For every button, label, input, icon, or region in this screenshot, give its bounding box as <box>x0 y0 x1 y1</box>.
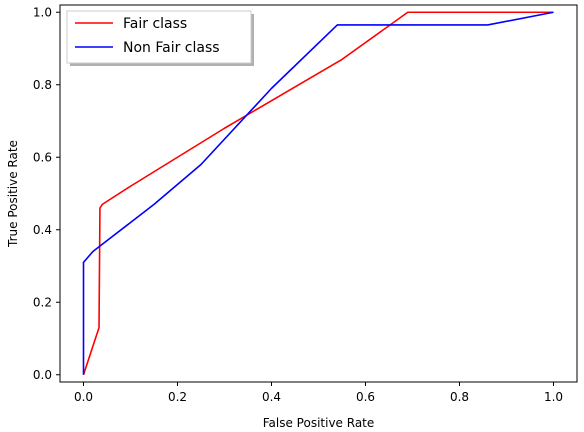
y-axis-ticks: 0.0 0.2 0.4 0.6 0.8 1.0 <box>33 5 60 382</box>
legend-label-nonfair: Non Fair class <box>123 40 220 56</box>
x-tick-label: 0.6 <box>356 390 375 404</box>
y-tick-label: 0.4 <box>33 223 52 237</box>
x-axis-label: False Positive Rate <box>263 416 375 430</box>
legend-box <box>66 10 252 64</box>
x-axis-ticks: 0.0 0.2 0.4 0.6 0.8 1.0 <box>74 382 563 404</box>
y-tick-label: 1.0 <box>33 5 52 19</box>
y-axis-label: True Positive Rate <box>6 140 20 248</box>
series-lines <box>82 11 554 376</box>
x-tick-label: 1.0 <box>544 390 563 404</box>
x-tick-label: 0.2 <box>168 390 187 404</box>
y-tick-label: 0.0 <box>33 368 52 382</box>
y-tick-label: 0.8 <box>33 78 52 92</box>
x-tick-label: 0.4 <box>262 390 281 404</box>
plot-area <box>59 4 578 383</box>
series-line-non-fair-class <box>82 11 554 375</box>
x-tick-label: 0.0 <box>74 390 93 404</box>
y-tick-label: 0.2 <box>33 295 52 309</box>
x-tick-label: 0.8 <box>450 390 469 404</box>
series-line-fair-class <box>82 11 554 376</box>
legend: Fair class Non Fair class <box>66 10 254 66</box>
y-tick-label: 0.6 <box>33 150 52 164</box>
legend-label-fair: Fair class <box>123 16 187 32</box>
